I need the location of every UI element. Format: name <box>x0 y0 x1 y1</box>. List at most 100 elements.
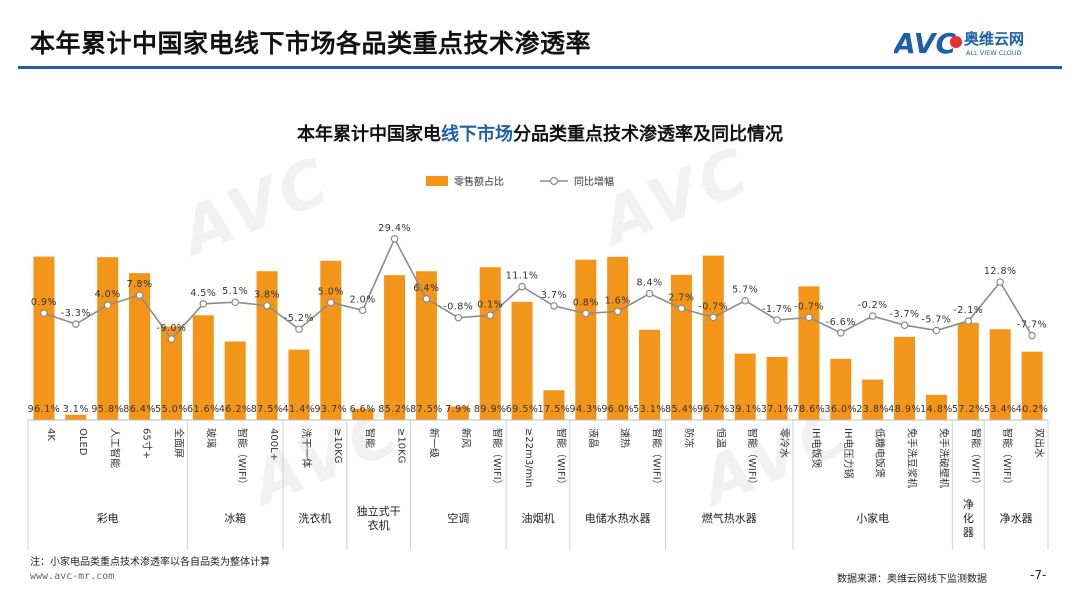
group-label: 冰箱 <box>224 511 246 525</box>
category-label: 恒温 <box>714 428 727 448</box>
bar-data-label: 85.2% <box>378 404 411 415</box>
category-label: 新风 <box>459 428 472 448</box>
line-point <box>868 312 877 320</box>
line-point <box>199 300 208 308</box>
bar-data-label: 61.6% <box>187 404 220 415</box>
line-point <box>645 289 654 298</box>
category-label: 智能（WIFI） <box>555 428 568 490</box>
legend-bar-label: 零售额占比 <box>454 175 504 188</box>
bar-data-label: 96.0% <box>601 404 634 415</box>
line-point <box>964 317 973 325</box>
bar-data-label: 36.0% <box>824 404 857 415</box>
line-data-label: -2.1% <box>953 305 983 316</box>
line-point <box>422 295 431 303</box>
bar <box>160 326 182 420</box>
line-data-label: 7.8% <box>126 279 152 290</box>
category-label: ≥10KG <box>332 428 343 463</box>
bar <box>479 267 501 420</box>
website-link[interactable]: www.avc-mr.com <box>30 571 115 582</box>
bar <box>734 353 756 420</box>
line-data-label: -3.3% <box>61 308 91 319</box>
group-label: 电储水热水器 <box>585 511 651 525</box>
category-label: ≥10KG <box>396 428 407 463</box>
category-label: 400L+ <box>268 428 279 461</box>
chart-title-part1: 本年累计中国家电 <box>297 124 441 145</box>
chart-title: 本年累计中国家电线下市场分品类重点技术渗透率及同比情况 <box>0 120 1080 146</box>
line-data-label: -0.7% <box>794 301 824 312</box>
bar-data-label: 23.8% <box>856 404 889 415</box>
line-point <box>167 335 176 343</box>
line-point <box>837 328 845 337</box>
line-point <box>741 296 749 305</box>
line-data-label: 8.4% <box>636 278 662 289</box>
line-point <box>72 320 80 328</box>
line-data-label: 0.8% <box>573 297 599 308</box>
group-label: 衣机 <box>368 518 390 532</box>
line-point <box>773 316 781 324</box>
bar <box>97 257 119 420</box>
bar-data-label: 7.9% <box>445 404 471 415</box>
bar-data-label: 39.1% <box>729 404 762 415</box>
line-point <box>486 311 494 320</box>
line-data-label: -9.0% <box>156 323 186 334</box>
bar <box>670 274 692 420</box>
chart-title-part2: 分品类重点技术渗透率及同比情况 <box>513 124 783 145</box>
category-label: 双出水 <box>1033 428 1046 458</box>
group-label: 油烟机 <box>522 511 555 525</box>
category-label: IH电饭煲 <box>810 428 823 468</box>
line-data-label: 5.7% <box>732 285 758 296</box>
bar-data-label: 95.8% <box>91 404 124 415</box>
category-label: 免手洗豆浆机 <box>906 428 919 488</box>
bar-data-label: 37.1% <box>761 404 794 415</box>
category-label: 免手洗破壁机 <box>937 428 950 488</box>
legend-line-label: 同比增幅 <box>574 175 614 188</box>
bar <box>256 271 278 420</box>
line-point <box>103 301 112 309</box>
logo-cn: 奥维云网 <box>964 30 1024 48</box>
bar <box>607 256 629 420</box>
bar-data-label: 96.1% <box>28 404 61 415</box>
line-data-label: -6.6% <box>826 317 856 328</box>
line-data-label: 0.1% <box>477 299 503 310</box>
group-label: 洗衣机 <box>298 511 331 525</box>
category-label: 洗干一体 <box>300 428 312 468</box>
bar <box>702 255 724 420</box>
line-data-label: 2.0% <box>350 294 376 305</box>
line-data-label: 12.8% <box>984 266 1017 277</box>
group-label: 空调 <box>447 511 469 525</box>
bar <box>447 406 469 420</box>
category-label: 玻璃 <box>204 428 217 448</box>
bar <box>543 390 565 420</box>
line-point <box>518 282 526 291</box>
bar-data-label: 14.8% <box>920 404 953 415</box>
bar <box>33 256 55 420</box>
category-label: 智能（WIFI） <box>491 428 504 490</box>
category-label: 智能 <box>364 428 377 448</box>
bar-data-label: 87.5% <box>251 404 284 415</box>
line-point <box>454 313 463 322</box>
bar <box>65 414 87 420</box>
header-divider <box>18 66 1062 69</box>
line-data-label: -0.8% <box>443 302 473 313</box>
bar <box>862 379 884 420</box>
bar-data-label: 86.4% <box>123 404 156 415</box>
bar-data-label: 53.1% <box>633 404 666 415</box>
bar <box>320 260 342 420</box>
line-point <box>135 291 144 299</box>
line-data-label: -5.2% <box>284 313 314 324</box>
bar <box>224 341 246 420</box>
line-point <box>900 321 909 330</box>
group-label: 独立式干 <box>357 504 401 518</box>
bar <box>288 349 310 420</box>
category-label: 新一级 <box>427 428 440 458</box>
line-data-label: 4.5% <box>190 288 216 299</box>
bar-data-label: 46.2% <box>219 404 252 415</box>
line-data-label: 2.7% <box>668 293 694 304</box>
yoy-line <box>43 236 1033 341</box>
bar <box>575 259 597 420</box>
line-data-label: 29.4% <box>378 223 411 234</box>
line-data-label: 3.8% <box>254 290 280 301</box>
line-point <box>327 298 335 307</box>
group-label: 小家电 <box>856 511 889 525</box>
bar <box>1021 351 1043 420</box>
